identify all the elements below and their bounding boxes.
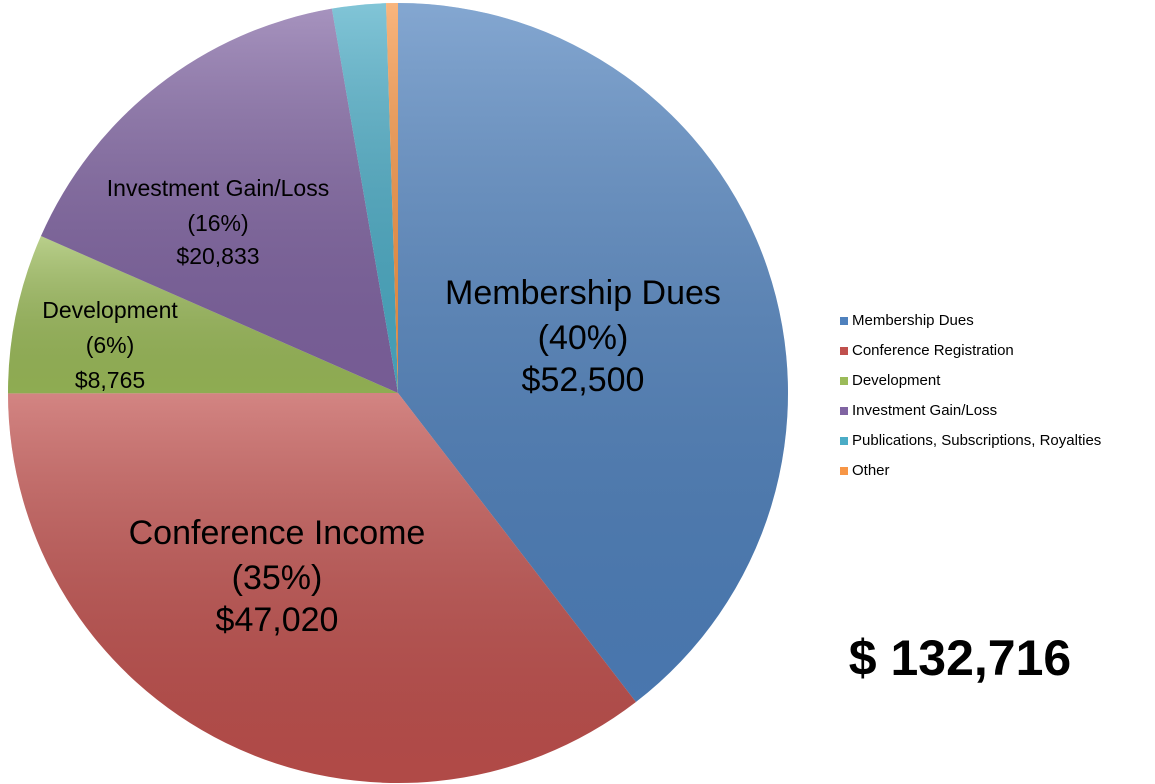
legend-label: Development	[852, 372, 941, 389]
percent-label: (6%)	[86, 332, 135, 358]
slice-label: Conference Income	[129, 514, 426, 552]
legend-label: Conference Registration	[852, 342, 1014, 359]
slice-label: Development	[42, 297, 178, 323]
slice-label: Membership Dues	[445, 274, 721, 312]
legend-swatch	[840, 347, 848, 355]
slice-label: Investment Gain/Loss	[107, 175, 329, 201]
slice-shade	[40, 8, 398, 393]
value-label: $20,833	[176, 243, 259, 269]
legend-swatch	[840, 407, 848, 415]
value-label: $8,765	[75, 367, 145, 393]
legend-swatch	[840, 437, 848, 445]
legend-label: Investment Gain/Loss	[852, 402, 997, 419]
legend-label: Publications, Subscriptions, Royalties	[852, 432, 1101, 449]
legend-swatch	[840, 317, 848, 325]
slice-shade	[8, 393, 636, 784]
legend-swatch	[840, 467, 848, 475]
slice-shade	[398, 3, 789, 703]
slice-shade	[386, 3, 398, 393]
percent-label: (40%)	[538, 319, 629, 357]
value-label: $47,020	[216, 601, 339, 639]
slice-shade	[7, 236, 398, 394]
percent-label: (16%)	[187, 210, 248, 236]
total-label: $ 132,716	[849, 630, 1071, 686]
legend-label: Other	[852, 462, 890, 479]
legend-swatch	[840, 377, 848, 385]
percent-label: (35%)	[232, 559, 323, 597]
value-label: $52,500	[522, 361, 645, 399]
slice-shade	[331, 3, 398, 394]
legend-label: Membership Dues	[852, 312, 974, 329]
